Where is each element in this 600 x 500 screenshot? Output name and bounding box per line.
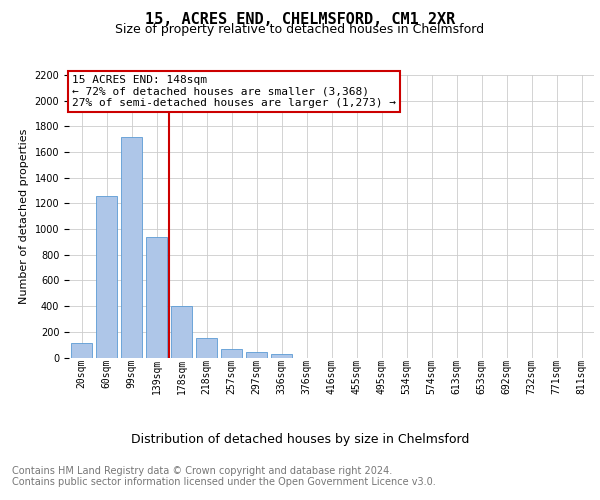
- Bar: [246, 352, 267, 358]
- Bar: [221, 348, 242, 358]
- Bar: [121, 136, 142, 358]
- Bar: [71, 344, 92, 357]
- Bar: [171, 306, 192, 358]
- Text: Contains HM Land Registry data © Crown copyright and database right 2024.: Contains HM Land Registry data © Crown c…: [12, 466, 392, 476]
- Bar: [96, 196, 117, 358]
- Text: Distribution of detached houses by size in Chelmsford: Distribution of detached houses by size …: [131, 432, 469, 446]
- Bar: [196, 338, 217, 357]
- Bar: [146, 237, 167, 358]
- Y-axis label: Number of detached properties: Number of detached properties: [19, 128, 29, 304]
- Bar: [271, 354, 292, 358]
- Text: 15 ACRES END: 148sqm
← 72% of detached houses are smaller (3,368)
27% of semi-de: 15 ACRES END: 148sqm ← 72% of detached h…: [71, 75, 395, 108]
- Text: Size of property relative to detached houses in Chelmsford: Size of property relative to detached ho…: [115, 24, 485, 36]
- Text: Contains public sector information licensed under the Open Government Licence v3: Contains public sector information licen…: [12, 477, 436, 487]
- Text: 15, ACRES END, CHELMSFORD, CM1 2XR: 15, ACRES END, CHELMSFORD, CM1 2XR: [145, 12, 455, 28]
